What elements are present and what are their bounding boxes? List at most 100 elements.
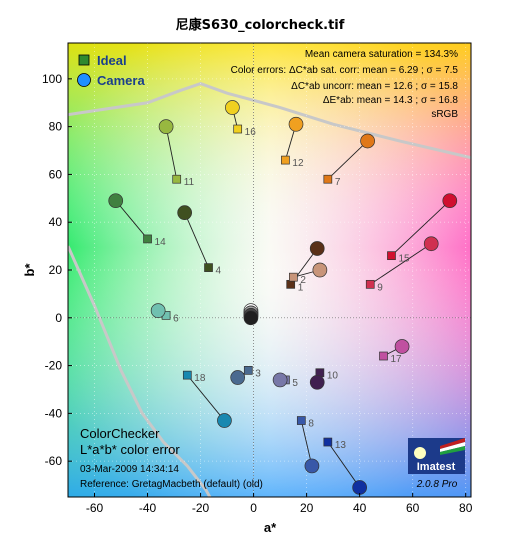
legend: Ideal Camera: [77, 53, 145, 88]
y-tick-label: 80: [49, 120, 63, 134]
ideal-marker-8: [296, 416, 306, 425]
info-line-3: ΔC*ab uncorr: mean = 12.6 ; σ = 15.8: [291, 81, 458, 92]
patch-label-15: 15: [398, 254, 410, 265]
patch-label-6: 6: [173, 313, 179, 324]
ideal-marker-14: [143, 234, 152, 244]
x-tick-label: 20: [300, 501, 314, 515]
ideal-marker-12: [281, 155, 290, 165]
ideal-marker-11: [172, 174, 182, 184]
y-axis: -60 -40 -20 0 20 40 60 80 100: [42, 72, 72, 468]
camera-marker-16: [225, 100, 240, 115]
ideal-marker-1: [286, 279, 296, 289]
camera-marker-7: [360, 133, 375, 149]
y-tick-label: -60: [45, 454, 63, 468]
legend-camera-marker: [77, 73, 91, 87]
patch-label-3: 3: [255, 368, 261, 379]
info-line-2: Color errors: ΔC*ab sat. corr: mean = 6.…: [231, 65, 459, 76]
x-axis-label: a*: [264, 520, 277, 535]
camera-marker-24: [243, 310, 259, 326]
camera-marker-13: [352, 480, 367, 495]
x-tick-label: -60: [86, 501, 104, 515]
info-line-5: sRGB: [431, 109, 458, 120]
camera-marker-2: [312, 262, 328, 278]
camera-marker-1: [309, 241, 325, 256]
gamut-upper-line: [68, 82, 471, 160]
ideal-marker-7: [323, 174, 333, 184]
x-tick-label: -40: [139, 501, 157, 515]
logo-sun-icon: [414, 447, 426, 459]
y-tick-label: -20: [45, 359, 63, 373]
logo-version: 2.0.8 Pro: [416, 479, 458, 490]
camera-marker-11: [158, 119, 174, 134]
camera-marker-9: [423, 236, 439, 252]
x-tick-label: 40: [353, 501, 367, 515]
error-line-8: [300, 420, 313, 467]
patch-label-17: 17: [391, 354, 403, 365]
patch-label-7: 7: [335, 177, 341, 188]
y-tick-label: -40: [45, 406, 63, 420]
ideal-marker-18: [182, 370, 192, 380]
info-line-4: ΔE*ab: mean = 14.3 ; σ = 16.8: [323, 95, 459, 106]
y-tick-label: 60: [49, 167, 63, 181]
patch-label-10: 10: [327, 371, 339, 382]
gamut-boundary: [68, 82, 471, 497]
error-line-11: [165, 126, 178, 180]
camera-marker-17: [394, 339, 410, 354]
imatest-logo: Imatest 2.0.8 Pro: [408, 438, 465, 490]
ideal-marker-17: [379, 351, 388, 361]
patch-label-2: 2: [300, 275, 306, 286]
legend-ideal-marker: [78, 54, 90, 66]
camera-marker-8: [304, 458, 320, 474]
ideal-marker-3: [243, 366, 253, 375]
error-line-14: [115, 200, 148, 240]
error-line-18: [186, 374, 225, 421]
y-tick-label: 40: [49, 215, 63, 229]
grid: [68, 43, 471, 497]
y-tick-label: 0: [55, 311, 62, 325]
y-tick-label: 20: [49, 263, 63, 277]
info-line-1: Mean camera saturation = 134.3%: [305, 49, 458, 60]
camera-marker-5: [272, 372, 288, 388]
patch-label-1: 1: [298, 282, 304, 293]
footer-title-2: L*a*b* color error: [80, 442, 180, 457]
ideal-marker-13: [323, 437, 333, 447]
camera-marker-3: [230, 370, 246, 385]
ideal-marker-9: [365, 279, 375, 289]
ideal-marker-15: [387, 251, 396, 261]
camera-marker-12: [288, 116, 304, 132]
patch-label-14: 14: [155, 237, 167, 248]
patch-label-9: 9: [377, 282, 383, 293]
patch-label-16: 16: [245, 127, 257, 138]
y-tick-label: 100: [42, 72, 62, 86]
x-tick-label: -20: [192, 501, 210, 515]
patch-label-18: 18: [194, 373, 206, 384]
camera-marker-18: [217, 413, 232, 428]
patch-label-5: 5: [292, 378, 298, 389]
camera-marker-14: [108, 193, 124, 209]
x-tick-label: 60: [406, 501, 420, 515]
ideal-marker-16: [233, 124, 243, 134]
footer-block: ColorChecker L*a*b* color error 03-Mar-2…: [80, 426, 263, 490]
patch-label-11: 11: [184, 177, 195, 188]
info-block: Mean camera saturation = 134.3% Color er…: [231, 49, 459, 120]
error-line-9: [370, 243, 432, 285]
x-tick-label: 0: [250, 501, 257, 515]
legend-ideal-label: Ideal: [97, 53, 127, 68]
patch-label-4: 4: [216, 266, 222, 277]
camera-markers: [108, 100, 458, 495]
camera-marker-6: [150, 303, 166, 318]
x-tick-label: 80: [459, 501, 473, 515]
footer-title-1: ColorChecker: [80, 426, 160, 441]
footer-timestamp: 03-Mar-2009 14:34:14: [80, 464, 179, 475]
legend-camera-label: Camera: [97, 73, 145, 88]
error-line-15: [391, 200, 451, 256]
y-axis-label: b*: [22, 263, 37, 277]
error-line-13: [327, 441, 361, 488]
camera-marker-10: [309, 374, 325, 390]
patch-label-8: 8: [308, 419, 314, 430]
camera-marker-15: [442, 193, 458, 209]
ideal-marker-4: [204, 263, 213, 272]
patch-label-13: 13: [335, 440, 347, 451]
